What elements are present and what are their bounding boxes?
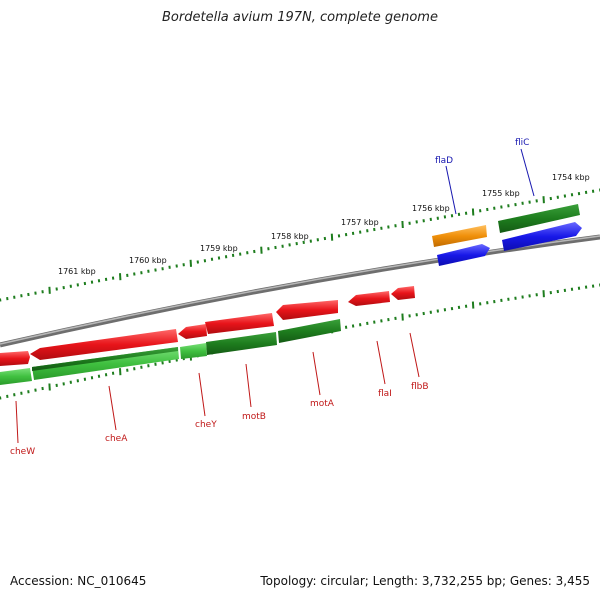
genome-backbone [0,234,600,348]
leader-line-flaI [376,340,386,385]
gene-arrow-dark-green[interactable] [278,319,341,343]
leader-line-cheY [198,372,206,417]
gene-label-cheA: cheA [105,434,128,444]
gene-arrow-red[interactable] [30,329,178,360]
label-leader-lines [15,148,535,444]
gene-arrow-red[interactable] [348,291,390,306]
gene-label-motB: motB [242,412,266,422]
gene-arrow-light-green[interactable] [0,368,32,385]
gene-label-flaD: flaD [435,156,453,166]
leader-line-cheA [108,385,117,431]
gene-arrow-blue[interactable] [502,222,582,251]
gene-arrow-light-green[interactable] [180,343,207,359]
gene-label-fliC: fliC [515,138,529,148]
cds-track-red [0,286,415,366]
cds-track-green [0,319,341,385]
leader-line-flbB [409,332,420,378]
leader-line-cheW [15,400,19,444]
gene-arrow-dark-green[interactable] [32,347,178,371]
gene-arrow-dark-green-upper[interactable] [498,204,580,233]
gene-label-cheW: cheW [10,447,35,457]
genome-summary-text: Topology: circular; Length: 3,732,255 bp… [260,574,590,588]
gene-label-flaI: flaI [378,389,392,399]
gene-arrow-red[interactable] [391,286,415,300]
scale-label-1759: 1759 kbp [200,244,238,253]
outer-scale-ticks [0,188,600,302]
scale-label-1760: 1760 kbp [129,256,167,265]
gene-arrow-red[interactable] [0,351,30,366]
scale-label-1761: 1761 kbp [58,267,96,276]
gene-arrow-red[interactable] [276,300,338,320]
gene-arrow-red[interactable] [178,324,207,339]
leader-line-motB [245,363,252,408]
map-title: Bordetella avium 197N, complete genome [162,10,438,25]
scale-label-1755: 1755 kbp [482,189,520,198]
scale-label-1756: 1756 kbp [412,204,450,213]
gene-labels: cheW cheA cheY motB motA flaI flbB flaD … [10,138,529,457]
gene-label-motA: motA [310,399,335,409]
accession-text: Accession: NC_010645 [10,574,147,588]
leader-line-fliC [520,148,535,197]
scale-labels: 1754 kbp 1755 kbp 1756 kbp 1757 kbp 1758… [58,173,590,276]
scale-label-1754: 1754 kbp [552,173,590,182]
leader-line-motA [312,351,321,396]
gene-label-cheY: cheY [195,420,217,430]
scale-label-1757: 1757 kbp [341,218,379,227]
gene-label-flbB: flbB [411,382,429,392]
gene-arrow-red[interactable] [205,313,274,334]
upper-right-genes [432,204,582,266]
gene-arrow-orange[interactable] [432,225,487,247]
gene-arrow-blue[interactable] [437,244,490,266]
gene-arrow-dark-green[interactable] [206,332,277,355]
scale-label-1758: 1758 kbp [271,232,309,241]
leader-line-flaD [445,165,457,215]
